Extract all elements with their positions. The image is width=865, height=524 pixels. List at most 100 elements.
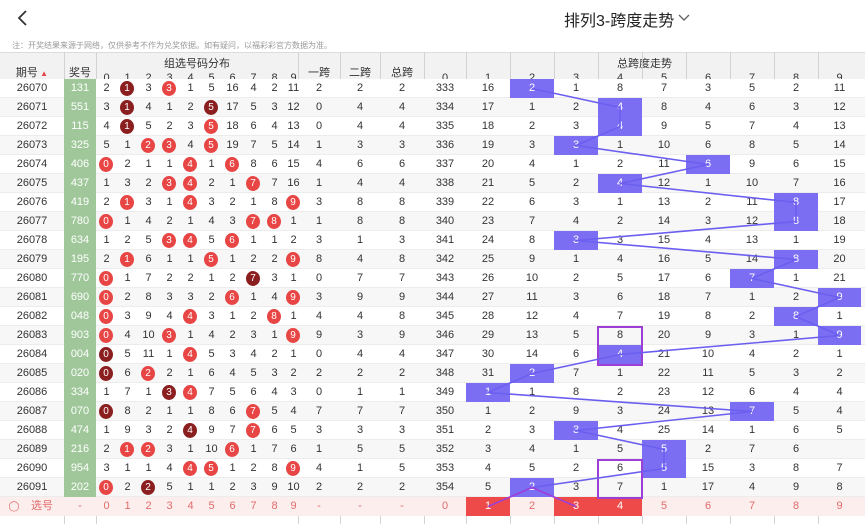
page-title[interactable]: 排列3-跨度走势 bbox=[564, 13, 675, 30]
span2-cell: 2 bbox=[356, 481, 364, 493]
dist-miss-cell: 7 bbox=[124, 386, 131, 398]
table-row: 26070 131 2 1 3 3 1 5 16 4 2 11 2 2 2 333 16 2 1 8 7 3 5 2 11 bbox=[0, 79, 865, 98]
dist-miss-cell: 4 bbox=[271, 291, 278, 303]
dist-ball: 6 bbox=[225, 157, 239, 172]
select-trend-digit[interactable]: 8 bbox=[792, 500, 800, 512]
span1-cell: 1 bbox=[315, 215, 323, 227]
dist-miss-cell: 1 bbox=[250, 443, 257, 455]
issue-cell: 26082 bbox=[16, 310, 48, 322]
dist-miss-cell: 6 bbox=[229, 405, 236, 417]
dist-ball: 2 bbox=[141, 366, 155, 381]
issue-cell: 26085 bbox=[16, 367, 48, 379]
title-dropdown-button[interactable] bbox=[677, 10, 691, 24]
span2-cell: 8 bbox=[356, 196, 364, 208]
winning-number-cell: 551 bbox=[64, 98, 96, 117]
trend-miss-cell: 1 bbox=[616, 139, 624, 151]
issue-cell: 26081 bbox=[16, 291, 48, 303]
winning-number-cell: 195 bbox=[64, 250, 96, 269]
table-row: 26083 903 0 4 10 3 1 4 2 3 1 9 9 3 9 346 29 13 5 8 20 9 3 1 9 bbox=[0, 326, 865, 345]
trend-miss-cell: 9 bbox=[660, 120, 668, 132]
dist-ball: 9 bbox=[286, 195, 300, 210]
dist-miss-cell: 3 bbox=[250, 481, 257, 493]
select-trend-digit[interactable]: 5 bbox=[660, 500, 668, 512]
select-dist-digit[interactable]: 3 bbox=[166, 500, 173, 512]
radio-icon[interactable]: ◯ bbox=[8, 501, 20, 512]
dist-miss-cell: 8 bbox=[145, 291, 152, 303]
table-row: 26071 551 3 1 4 1 2 5 17 5 3 12 0 4 4 334 17 1 2 4 8 4 6 3 12 bbox=[0, 98, 865, 117]
trend-miss-cell: 2 bbox=[484, 424, 492, 436]
dist-miss-cell: 2 bbox=[166, 120, 173, 132]
select-dist-digit[interactable]: 2 bbox=[145, 500, 152, 512]
trend-miss-cell: 4 bbox=[836, 405, 843, 417]
dist-miss-cell: 4 bbox=[250, 82, 257, 94]
select-dist-digit[interactable]: 7 bbox=[250, 500, 257, 512]
trend-miss-cell: 12 bbox=[701, 386, 715, 398]
select-trend-digit[interactable]: 2 bbox=[528, 500, 536, 512]
dist-miss-cell: 1 bbox=[229, 253, 236, 265]
trend-miss-cell: 15 bbox=[833, 158, 846, 170]
select-dist-digit[interactable]: 4 bbox=[187, 500, 194, 512]
span2-cell: 2 bbox=[356, 367, 364, 379]
table-row: 26073 325 5 1 2 3 4 5 19 7 5 14 1 3 3 336 19 3 3 1 10 6 8 5 14 bbox=[0, 136, 865, 155]
select-dist-digit[interactable]: 5 bbox=[208, 500, 215, 512]
trend-miss-cell: 5 bbox=[704, 253, 712, 265]
dist-miss-cell: 9 bbox=[208, 424, 215, 436]
dist-miss-cell: 3 bbox=[290, 386, 297, 398]
trend-miss-cell: 7 bbox=[836, 462, 843, 474]
select-dist-digit[interactable]: 6 bbox=[229, 500, 236, 512]
dist-ball: 4 bbox=[183, 461, 197, 476]
select-trend-digit[interactable]: 9 bbox=[836, 500, 843, 512]
span2-cell: 1 bbox=[356, 462, 364, 474]
dist-miss-cell: 6 bbox=[250, 386, 257, 398]
select-trend-digit[interactable]: 6 bbox=[704, 500, 712, 512]
trend-miss-cell: 3 bbox=[748, 329, 756, 341]
dist-miss-cell: 1 bbox=[124, 139, 131, 151]
select-dist-digit[interactable]: 8 bbox=[271, 500, 278, 512]
trend-miss-cell: 8 bbox=[792, 462, 800, 474]
trend-miss-cell: 2 bbox=[572, 462, 580, 474]
trend-miss-cell: 17 bbox=[701, 481, 715, 493]
trend-miss-cell: 3 bbox=[792, 367, 800, 379]
dist-miss-cell: 6 bbox=[271, 424, 278, 436]
header-issue[interactable]: 期号 ▲ bbox=[0, 64, 64, 80]
trend-miss-cell: 6 bbox=[704, 139, 712, 151]
trend-0-cell: 337 bbox=[435, 158, 455, 170]
trend-miss-cell: 3 bbox=[616, 405, 624, 417]
trend-miss-cell: 19 bbox=[657, 310, 671, 322]
select-dist-digit[interactable]: 0 bbox=[103, 500, 110, 512]
winning-number-cell: 216 bbox=[64, 440, 96, 459]
select-winning: - bbox=[78, 500, 82, 512]
trend-miss-cell: 4 bbox=[836, 386, 843, 398]
dist-ball: 7 bbox=[246, 214, 260, 229]
select-dist-digit[interactable]: 1 bbox=[124, 500, 131, 512]
select-trend-digit[interactable]: 7 bbox=[748, 500, 756, 512]
trend-miss-cell: 7 bbox=[528, 215, 536, 227]
dist-miss-cell: 2 bbox=[187, 101, 194, 113]
select-span1: - bbox=[317, 500, 321, 512]
dist-miss-cell: 3 bbox=[250, 329, 257, 341]
trend-miss-cell: 13 bbox=[833, 120, 846, 132]
span1-cell: 3 bbox=[315, 291, 323, 303]
dist-miss-cell: 5 bbox=[271, 139, 278, 151]
trend-miss-cell: 5 bbox=[704, 120, 712, 132]
span2-cell: 4 bbox=[356, 348, 364, 360]
select-dist-digit[interactable]: 9 bbox=[290, 500, 297, 512]
total-cell: 8 bbox=[398, 253, 406, 265]
trend-miss-cell: 4 bbox=[572, 310, 580, 322]
dist-miss-cell: 4 bbox=[187, 139, 194, 151]
dist-ball: 5 bbox=[204, 100, 218, 115]
dist-ball: 0 bbox=[99, 480, 113, 495]
select-trend-digit-active[interactable]: 4 bbox=[598, 497, 642, 516]
trend-miss-cell: 3 bbox=[572, 196, 580, 208]
trend-miss-cell: 27 bbox=[481, 291, 495, 303]
header-trend-digit-8: 8 bbox=[792, 72, 800, 84]
dist-miss-cell: 2 bbox=[124, 158, 131, 170]
winning-number-cell: 634 bbox=[64, 231, 96, 250]
select-trend-digit[interactable]: 0 bbox=[441, 500, 449, 512]
trend-miss-cell: 6 bbox=[748, 386, 756, 398]
dist-ball: 2 bbox=[141, 442, 155, 457]
back-button[interactable] bbox=[14, 6, 34, 30]
disclaimer-notice: 注：开奖结果来源于网络，仅供参考不作为兑奖依据。如有疑问，以福彩彩官方数据为准。 bbox=[12, 41, 332, 50]
trend-miss-cell: 8 bbox=[528, 234, 536, 246]
